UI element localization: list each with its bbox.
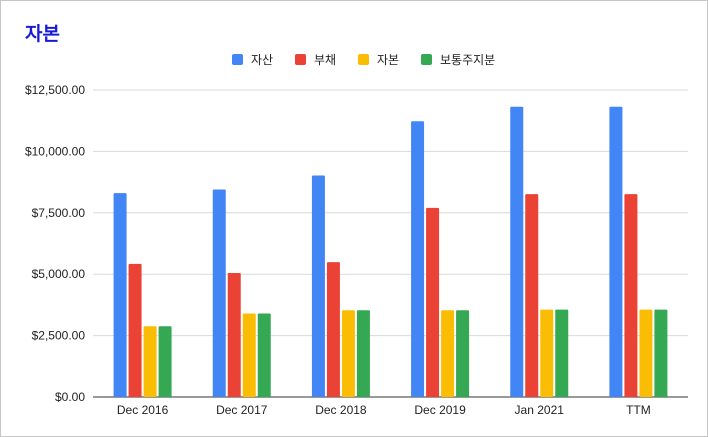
bar xyxy=(456,310,470,397)
x-tick-label: Dec 2016 xyxy=(117,403,169,417)
bar xyxy=(426,207,440,397)
y-tick-label: $5,000.00 xyxy=(32,267,86,281)
chart-title: 자본 xyxy=(25,23,60,45)
x-tick-label: Dec 2018 xyxy=(315,403,367,417)
legend-label: 보통주지분 xyxy=(440,53,495,67)
y-tick-label: $2,500.00 xyxy=(32,329,86,343)
legend-swatch xyxy=(421,54,432,65)
bar xyxy=(540,309,554,397)
y-tick-label: $7,500.00 xyxy=(32,206,86,220)
legend-label: 자본 xyxy=(377,53,399,67)
bar xyxy=(411,121,425,398)
x-tick-label: Jan 2021 xyxy=(515,403,565,417)
bar xyxy=(212,189,226,397)
bar xyxy=(510,106,524,397)
bar xyxy=(326,262,340,397)
bar xyxy=(356,310,370,397)
bar xyxy=(158,326,172,397)
x-tick-label: Dec 2019 xyxy=(414,403,466,417)
bar xyxy=(113,193,127,397)
x-tick-label: TTM xyxy=(626,403,651,417)
legend-swatch xyxy=(358,54,369,65)
x-tick-label: Dec 2017 xyxy=(216,403,268,417)
y-tick-label: $10,000.00 xyxy=(25,144,85,158)
bar xyxy=(639,309,653,397)
legend-label: 부채 xyxy=(314,53,336,67)
bar xyxy=(624,194,638,397)
bar xyxy=(242,313,256,397)
bar xyxy=(257,313,271,397)
bar xyxy=(128,263,142,397)
bar xyxy=(341,310,355,397)
bar xyxy=(654,309,668,397)
bar xyxy=(609,106,623,397)
y-tick-label: $0.00 xyxy=(55,390,85,404)
bar xyxy=(227,272,241,397)
legend-label: 자산 xyxy=(251,53,273,67)
bar xyxy=(525,194,539,397)
y-tick-label: $12,500.00 xyxy=(25,83,85,97)
legend-swatch xyxy=(232,54,243,65)
bar xyxy=(143,326,157,397)
legend-swatch xyxy=(295,54,306,65)
bar xyxy=(441,310,455,397)
bar xyxy=(555,309,569,397)
bar xyxy=(311,175,325,397)
